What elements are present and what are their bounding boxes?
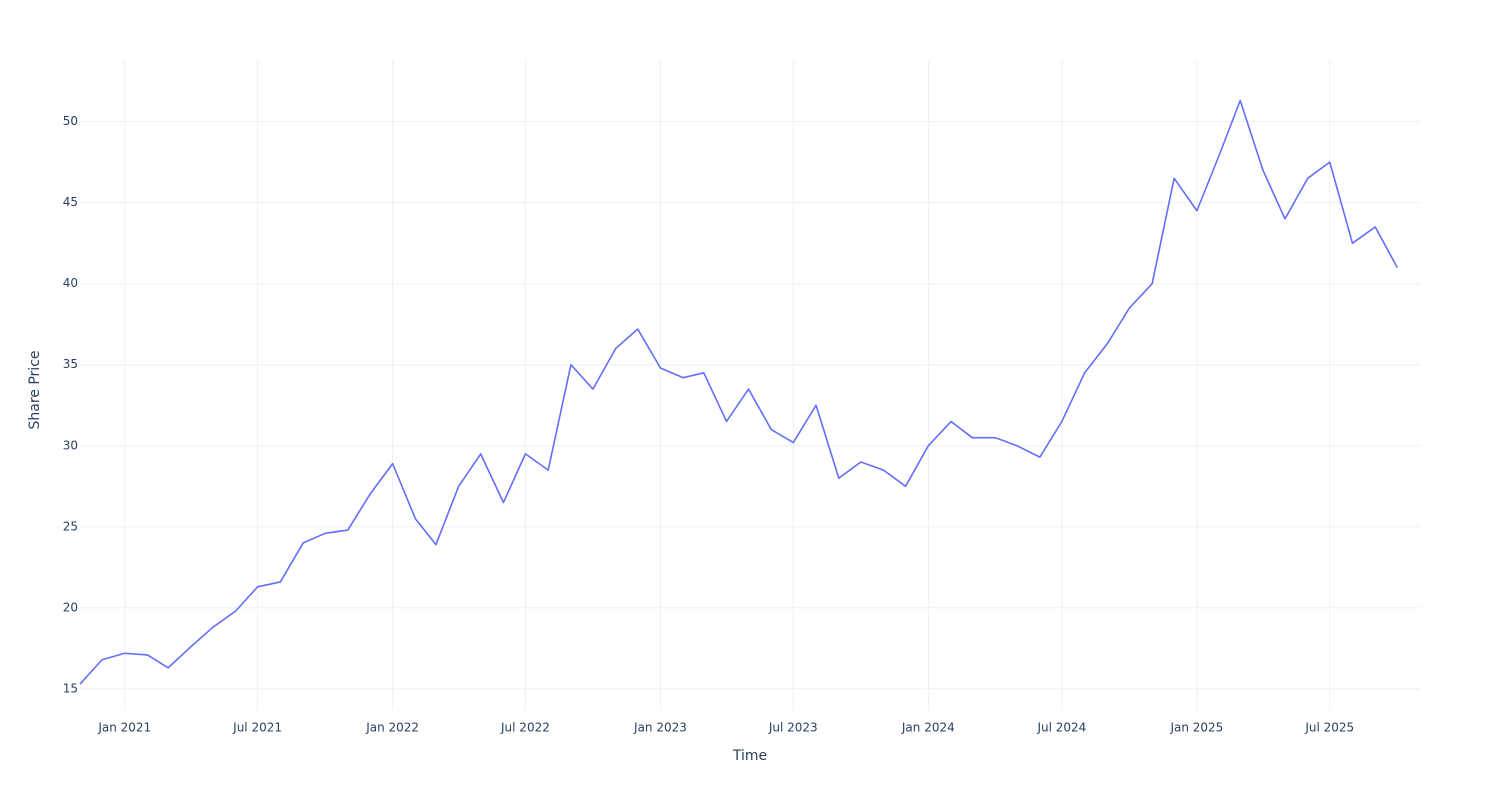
x-tick-label: Jan 2021	[97, 721, 151, 735]
y-tick-label: 20	[63, 600, 78, 614]
x-tick-label: Jul 2022	[500, 721, 550, 735]
x-tick-label: Jan 2023	[633, 721, 687, 735]
x-tick-label: Jul 2023	[768, 721, 818, 735]
grid	[80, 60, 1420, 710]
y-axis-title: Share Price	[27, 350, 43, 429]
y-tick-label: 35	[63, 357, 78, 371]
y-tick-label: 15	[63, 681, 78, 695]
x-tick-label: Jul 2021	[232, 721, 282, 735]
x-tick-label: Jan 2024	[901, 721, 955, 735]
line-series	[79, 99, 1398, 685]
y-tick-label: 50	[63, 114, 78, 128]
plot-area	[79, 99, 1398, 685]
x-tick-label: Jan 2022	[365, 721, 419, 735]
x-axis-title: Time	[732, 748, 767, 764]
x-tick-label: Jul 2025	[1304, 721, 1354, 735]
x-tick-label: Jan 2025	[1169, 721, 1223, 735]
x-tick-label: Jul 2024	[1036, 721, 1086, 735]
y-tick-label: 45	[63, 195, 78, 209]
y-tick-label: 25	[63, 519, 78, 533]
y-tick-label: 30	[63, 438, 78, 452]
y-tick-label: 40	[63, 276, 78, 290]
